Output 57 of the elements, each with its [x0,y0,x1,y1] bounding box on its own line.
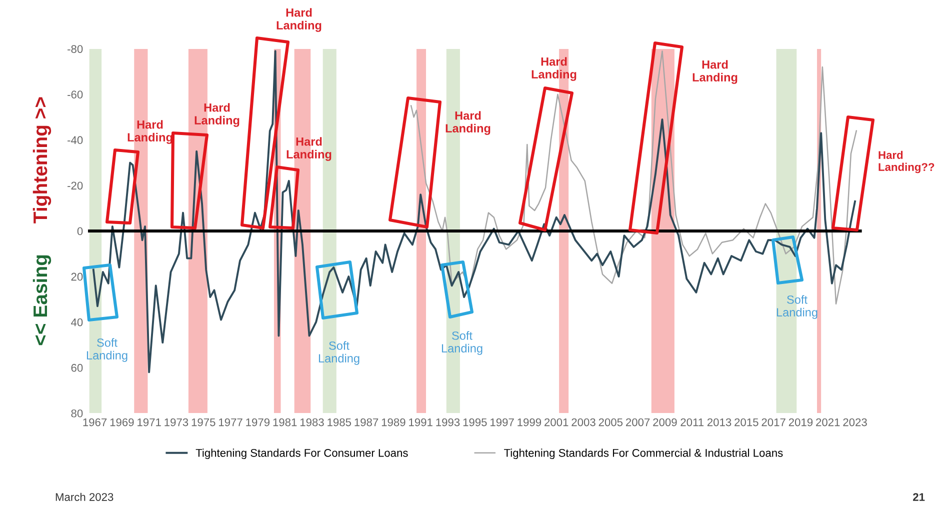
x-tick-label: 1985 [328,418,352,426]
x-tick-label: 1979 [246,418,270,426]
x-tick-label: 1989 [382,418,406,426]
y-tick-label: -60 [68,90,83,99]
y-tick-label: 20 [71,272,83,281]
x-tick-label: 1975 [192,418,216,426]
x-tick-label: 2023 [843,418,867,426]
x-tick-label: 1971 [138,418,161,426]
x-tick-label: 2015 [734,418,758,426]
x-tick-label: 1973 [164,418,188,426]
annotation: Hard Landing [194,103,240,127]
annotation: Soft Landing [776,295,818,319]
y-tick-label: 40 [71,318,83,326]
annotation: Hard Landing [446,111,490,135]
x-tick-label: 1993 [436,418,460,426]
x-tick-label: 1977 [219,418,242,426]
x-tick-label: 1987 [354,418,378,426]
y-tick-label: 60 [71,364,83,372]
y-tick-label: 0 [77,227,83,236]
x-tick-label: 2001 [544,418,568,426]
text: Tightening >> [32,97,52,224]
x-tick-label: 1995 [463,418,487,426]
x-tick-label: 2007 [626,418,650,426]
y-tick-label: -80 [68,45,83,53]
x-tick-label: 2005 [598,418,623,426]
legend-label: Tightening Standards For Consumer Loans [196,448,408,460]
annotation: Soft Landing [318,341,360,365]
annotation: Soft Landing [442,331,482,355]
y-tick-label: -40 [68,136,83,144]
text: March 2023 [56,492,114,501]
text: Hard Landing?? [878,150,934,174]
x-tick-label: 1981 [273,418,297,426]
y-tick-label: 80 [71,409,83,418]
line-series [410,50,857,304]
x-tick-label: 2011 [680,418,704,426]
x-tick-label: 1999 [518,418,542,426]
x-tick-label: 2003 [572,418,596,426]
x-tick-label: 2017 [762,418,786,426]
legend-label: Tightening Standards For Commercial & Industrial Loans [504,448,783,460]
x-tick-label: 1983 [300,418,324,426]
text: Hard Landing [276,8,322,32]
x-tick-label: 2009 [653,418,677,426]
x-tick-label: 2013 [707,418,732,426]
annotation: Soft Landing [86,338,128,362]
x-tick-label: 1969 [110,418,134,426]
text: 21 [913,493,925,501]
annotation: Hard Landing [128,120,172,144]
annotation: Hard Landing [692,60,738,84]
x-tick-label: 2019 [788,418,813,426]
x-tick-label: 1997 [490,418,514,426]
annotation: Hard Landing [286,137,332,161]
x-tick-label: 2021 [816,418,840,426]
x-tick-label: 1991 [409,418,432,426]
y-tick-label: -20 [68,182,83,190]
text: << Easing [32,255,52,346]
x-tick-label: 1967 [83,418,107,426]
annotation: Hard Landing [532,57,576,81]
